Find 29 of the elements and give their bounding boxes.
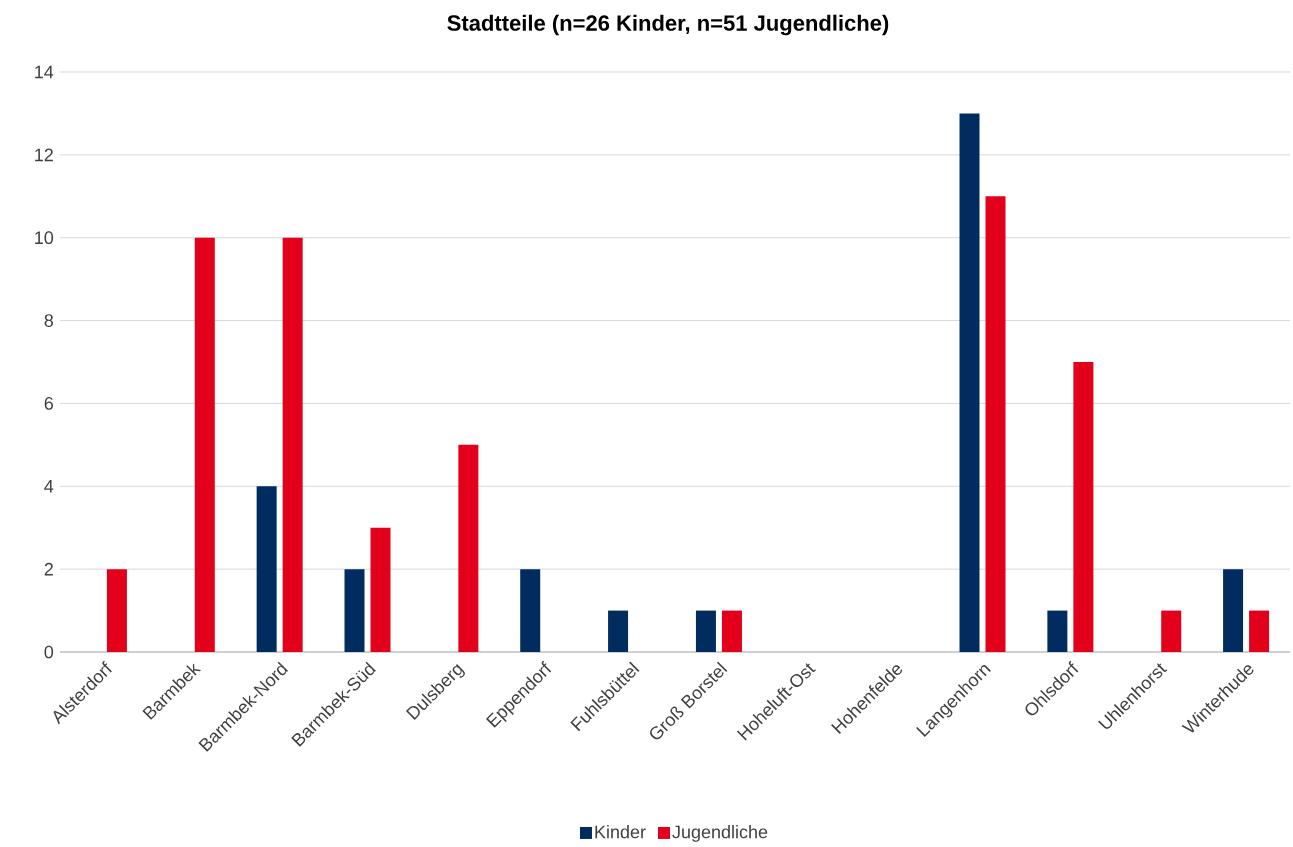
bar [1223,569,1244,652]
y-tick-label: 4 [44,480,54,493]
bar [959,113,980,652]
bar [608,610,629,652]
y-tick-label: 0 [44,645,54,659]
bar [458,444,479,652]
bar [370,527,391,652]
bar [282,237,303,652]
bar [520,569,541,652]
bar [1047,610,1068,652]
bar [985,196,1006,652]
y-tick-label: 12 [35,148,53,162]
bar [1073,362,1094,652]
bar [695,610,716,652]
bar [194,237,215,652]
legend-label: Jugendliche [672,825,768,842]
chart-title: Stadtteile (n=26 Kinder, n=51 Jugendliche) [447,14,889,36]
bar [256,486,277,652]
bar [1249,610,1270,652]
y-tick-label: 8 [44,314,54,327]
y-tick-label: 2 [44,562,53,576]
y-tick-label: 10 [35,231,54,245]
bar [721,610,742,652]
bar [106,569,127,652]
legend-label: Kinder [595,825,646,839]
bar [1161,610,1182,652]
y-tick-label: 14 [35,65,54,79]
bar [344,569,365,652]
y-tick-label: 6 [44,397,54,410]
